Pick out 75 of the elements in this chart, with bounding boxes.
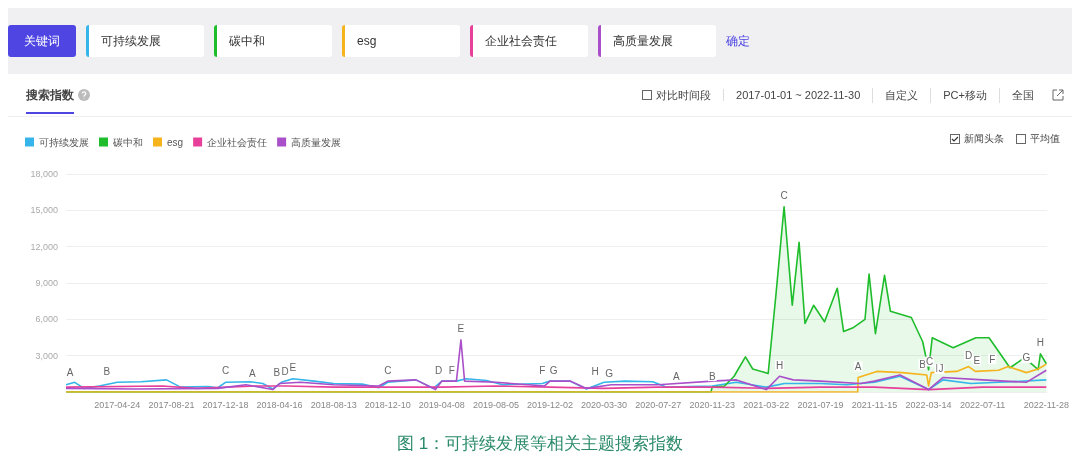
x-tick-label: 2019-12-02	[527, 399, 574, 410]
text: 对比时间段	[655, 87, 712, 103]
annotation: J	[938, 363, 944, 375]
text: 关键词	[8, 25, 76, 57]
annotation: D	[964, 350, 973, 362]
y-tick-label: 6,000	[35, 314, 58, 325]
y-tick-label: 15,000	[30, 205, 58, 216]
annotation: F	[448, 364, 455, 376]
text: 全国	[999, 87, 1046, 103]
annotation: H	[775, 359, 784, 371]
x-tick-label: 2018-12-10	[364, 399, 411, 410]
annotation: A	[66, 367, 74, 379]
annotation: F	[539, 364, 546, 376]
y-tick-label: 12,000	[30, 241, 58, 252]
x-tick-label: 2019-08-05	[472, 399, 519, 410]
annotation: B	[273, 367, 281, 379]
x-tick-label: 2017-04-24	[94, 399, 141, 410]
annotation: A	[249, 368, 256, 380]
annotation: B	[919, 358, 927, 370]
text: 平均值	[1029, 132, 1060, 146]
chart-title: 搜索指数	[26, 76, 74, 114]
annotation: E	[457, 323, 465, 335]
y-tick-label: 18,000	[30, 169, 58, 179]
annotation: H	[591, 365, 599, 377]
x-tick-label: 2018-08-13	[310, 399, 357, 410]
x-tick-label: 2020-03-30	[581, 399, 628, 410]
annotation: D	[281, 365, 289, 377]
x-tick-label: 2021-11-15	[851, 399, 898, 410]
annotation: B	[708, 370, 716, 382]
x-tick-label: 2022-03-14	[905, 399, 952, 410]
caption: 图 1：可持续发展等相关主题搜索指数	[395, 433, 685, 455]
y-tick-label: 3,000	[35, 350, 58, 361]
text: PC+移动	[930, 87, 999, 103]
x-tick-label: 2022-07-11	[960, 399, 1006, 410]
x-tick-label: 2017-12-18	[202, 399, 249, 410]
x-tick-label: 2022-11-28	[1023, 399, 1069, 410]
x-tick-label: 2021-07-19	[797, 399, 844, 410]
annotation: C	[384, 364, 392, 376]
text: esg	[357, 34, 377, 48]
annotation: A	[673, 370, 681, 382]
annotation: G	[605, 368, 614, 380]
annotation: A	[854, 360, 862, 372]
annotation: C	[221, 365, 230, 377]
text: 高质量发展	[613, 33, 673, 48]
annotation: G	[1022, 352, 1031, 364]
legend-label: 可持续发展	[39, 136, 89, 148]
legend-label: 碳中和	[112, 136, 143, 148]
annotation: I	[935, 363, 939, 375]
x-tick-label: 2019-04-08	[418, 399, 465, 410]
text: 碳中和	[229, 33, 265, 48]
annotation: C	[780, 190, 788, 202]
y-tick-label: 9,000	[35, 278, 58, 288]
text: 2017-01-01 ~ 2022-11-30	[723, 89, 873, 101]
text: 确定	[726, 32, 750, 50]
annotation: D	[435, 364, 443, 376]
x-tick-label: 2018-04-16	[256, 399, 303, 410]
annotation: H	[1036, 336, 1045, 348]
legend-label: 高质量发展	[291, 136, 342, 148]
legend-label: esg	[167, 136, 184, 148]
annotation: E	[289, 362, 297, 374]
text: 可持续发展	[101, 33, 161, 48]
annotation: F	[989, 353, 996, 365]
x-tick-label: 2017-08-21	[148, 399, 195, 410]
text: 企业社会责任	[485, 33, 557, 48]
annotation: E	[973, 354, 981, 366]
x-tick-label: 2020-07-27	[635, 399, 682, 410]
x-tick-label: 2021-03-22	[743, 399, 790, 410]
text: 自定义	[872, 87, 931, 103]
line-series	[65, 339, 1048, 391]
legend-label: 企业社会责任	[207, 136, 268, 148]
text: 新闻头条	[963, 132, 1004, 146]
annotation: B	[103, 365, 111, 377]
annotation: C	[925, 356, 934, 368]
x-tick-label: 2020-11-23	[689, 399, 735, 410]
annotation: G	[549, 364, 558, 376]
